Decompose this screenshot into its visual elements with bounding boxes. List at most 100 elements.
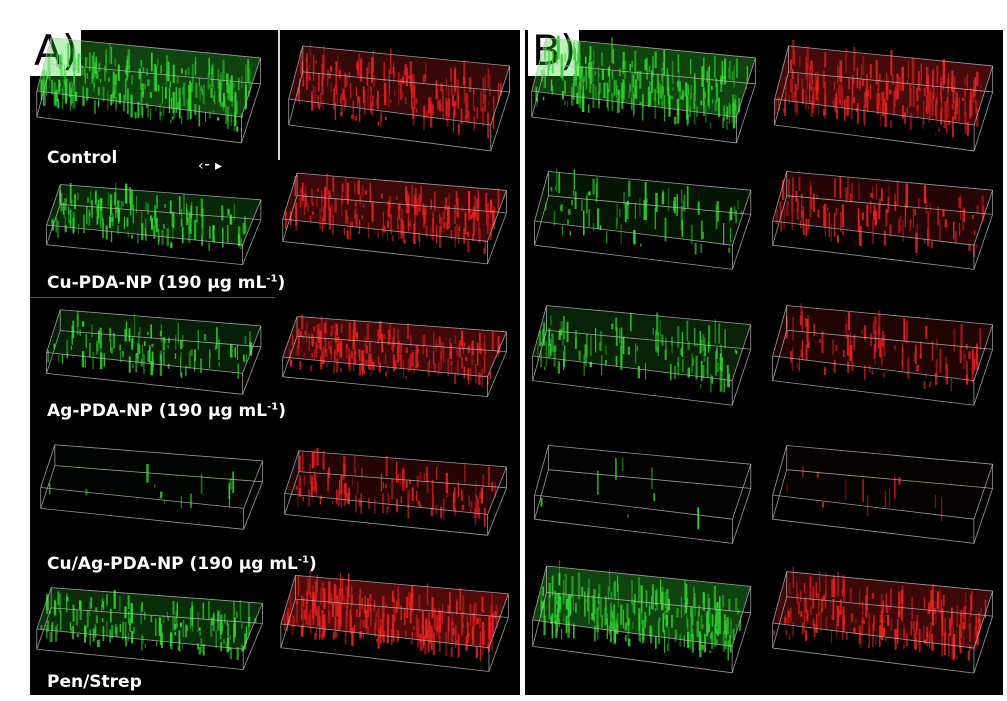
caption-close: ) bbox=[277, 273, 286, 293]
biofilm-tile-a-5-red bbox=[280, 570, 509, 672]
box-frame-edge bbox=[284, 450, 300, 494]
box-frame-edge bbox=[973, 590, 994, 649]
biofilm-tile-b-1-green bbox=[531, 35, 756, 144]
box-frame-edge bbox=[532, 592, 547, 647]
box-frame-edge bbox=[546, 592, 751, 614]
biofilm-layer bbox=[282, 173, 507, 242]
box-frame-edge bbox=[46, 184, 61, 226]
box-frame-edge bbox=[40, 487, 244, 509]
box-frame-edge bbox=[243, 460, 263, 509]
biofilm-tile-a-4-green bbox=[40, 444, 263, 530]
box-frame-edge bbox=[242, 325, 262, 374]
box-frame-edge bbox=[973, 65, 994, 126]
caption-pen-strep: Pen/Strep bbox=[47, 672, 142, 692]
box-frame-edge bbox=[241, 57, 261, 118]
box-frame-edge bbox=[532, 646, 733, 674]
box-frame-edge bbox=[295, 575, 509, 595]
box-frame-edge bbox=[546, 63, 756, 85]
box-frame-edge bbox=[788, 71, 993, 93]
box-frame-edge bbox=[298, 450, 507, 468]
box-frame-edge bbox=[284, 493, 488, 515]
box-frame-edge bbox=[36, 587, 52, 630]
box-frame-edge bbox=[46, 204, 61, 245]
box-frame-edge bbox=[731, 324, 752, 381]
box-frame-edge bbox=[548, 469, 751, 489]
box-frame-edge bbox=[46, 224, 243, 246]
box-frame-edge bbox=[36, 63, 52, 118]
scale-arrows-icon: ‹⁃ ▸ bbox=[198, 158, 223, 174]
caption-close: ) bbox=[278, 401, 286, 421]
box-frame-edge bbox=[487, 351, 507, 397]
box-frame-edge bbox=[282, 316, 298, 358]
box-frame-edge bbox=[282, 336, 298, 377]
box-frame-edge bbox=[284, 514, 488, 536]
biofilm-tile-b-4-green bbox=[534, 445, 752, 544]
biofilm-tile-b-1-red bbox=[774, 40, 994, 152]
box-frame-edge bbox=[36, 648, 244, 670]
box-frame-edge bbox=[788, 45, 993, 67]
caption-text: Cu-PDA-NP (190 µg mL bbox=[47, 273, 267, 293]
box-frame-edge bbox=[973, 349, 994, 406]
box-frame-edge bbox=[282, 195, 298, 242]
box-frame-edge bbox=[60, 330, 261, 348]
caption-text: Pen/Strep bbox=[47, 672, 142, 692]
box-frame-edge bbox=[772, 571, 788, 624]
box-frame-edge bbox=[288, 124, 491, 152]
box-frame-edge bbox=[488, 593, 509, 648]
biofilm-tile-a-1-green bbox=[36, 37, 261, 144]
caption-unit-superscript: -1 bbox=[266, 273, 278, 285]
box-frame-edge bbox=[786, 329, 993, 350]
box-frame-edge bbox=[242, 603, 263, 650]
box-frame-edge bbox=[280, 623, 490, 649]
box-frame-edge bbox=[51, 37, 261, 59]
box-frame-edge bbox=[295, 598, 509, 618]
box-frame-edge bbox=[786, 445, 993, 465]
box-frame-edge bbox=[786, 305, 993, 326]
box-frame-edge bbox=[786, 171, 993, 191]
box-frame-edge bbox=[774, 124, 975, 152]
box-frame-edge bbox=[51, 587, 263, 604]
box-frame-edge bbox=[46, 373, 243, 395]
biofilm-tile-b-2-red bbox=[772, 171, 994, 270]
box-frame-edge bbox=[736, 83, 756, 144]
box-frame-edge bbox=[774, 71, 789, 126]
box-frame-edge bbox=[284, 471, 300, 515]
box-frame-edge bbox=[46, 330, 61, 374]
box-frame-edge bbox=[531, 90, 737, 118]
box-frame-edge bbox=[786, 596, 993, 617]
biofilm-layer bbox=[534, 171, 751, 246]
box-frame-edge bbox=[772, 244, 974, 270]
box-frame-edge bbox=[772, 305, 788, 357]
box-frame-edge bbox=[487, 212, 507, 265]
box-frame-edge bbox=[534, 469, 549, 520]
box-frame-edge bbox=[548, 195, 751, 215]
box-frame-edge bbox=[731, 349, 752, 406]
box-frame-edge bbox=[786, 195, 993, 215]
box-frame-edge bbox=[532, 380, 733, 406]
box-frame-edge bbox=[732, 214, 752, 270]
box-frame-edge bbox=[297, 316, 507, 333]
box-frame-edge bbox=[488, 617, 509, 672]
box-frame-edge bbox=[548, 445, 751, 465]
box-frame-edge bbox=[973, 616, 994, 674]
box-frame-edge bbox=[242, 346, 262, 395]
box-frame-edge bbox=[772, 469, 788, 520]
box-frame-edge bbox=[546, 305, 751, 326]
box-frame-edge bbox=[973, 488, 994, 544]
box-frame-edge bbox=[36, 90, 242, 118]
biofilm-tile-b-4-red bbox=[772, 445, 994, 544]
box-frame-edge bbox=[531, 37, 547, 92]
box-frame-edge bbox=[772, 622, 974, 649]
caption-ag-pda-np: Ag-PDA-NP (190 µg mL-1) bbox=[47, 401, 286, 421]
box-frame-edge bbox=[298, 471, 507, 489]
box-frame-edge bbox=[242, 623, 263, 670]
caption-text: Ag-PDA-NP (190 µg mL bbox=[47, 401, 268, 421]
box-frame-edge bbox=[288, 45, 304, 100]
box-frame-edge bbox=[772, 171, 788, 222]
caption-text: Cu/Ag-PDA-NP (190 µg mL bbox=[47, 554, 298, 574]
box-frame-edge bbox=[282, 376, 488, 397]
box-frame-edge bbox=[534, 518, 733, 544]
box-frame-edge bbox=[51, 607, 263, 624]
box-frame-edge bbox=[36, 607, 52, 650]
box-frame-edge bbox=[302, 45, 510, 67]
